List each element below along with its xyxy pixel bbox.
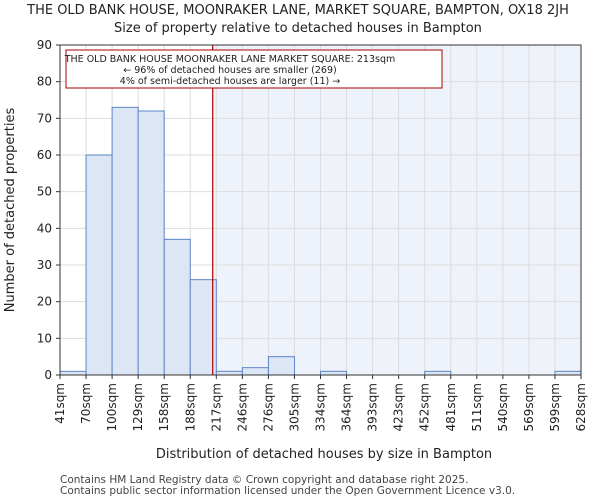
x-tick-label-10: 334sqm xyxy=(314,383,328,431)
y-tick-label-1: 10 xyxy=(37,331,52,345)
chart-subtitle: Size of property relative to detached ho… xyxy=(114,21,482,36)
bar-19 xyxy=(554,370,582,376)
bar-7 xyxy=(241,367,269,376)
x-tick-label-4: 158sqm xyxy=(157,383,171,431)
x-tick-label-13: 423sqm xyxy=(392,383,406,431)
x-tick-label-8: 276sqm xyxy=(261,383,275,431)
x-tick-label-7: 246sqm xyxy=(235,383,249,431)
y-tick-label-8: 80 xyxy=(37,75,52,89)
bar-1 xyxy=(85,154,113,376)
x-tick-label-2: 100sqm xyxy=(105,383,119,431)
x-tick-label-3: 129sqm xyxy=(131,383,145,431)
bar-4 xyxy=(163,238,191,376)
annotation-line-3: 4% of semi-detached houses are larger (1… xyxy=(120,76,340,87)
x-tick-label-18: 569sqm xyxy=(522,383,536,431)
plot-area: 0 10 20 30 40 50 60 70 80 90 41sqm 70sqm 100sqm 129sq… xyxy=(37,38,588,431)
y-tick-label-9: 90 xyxy=(37,38,52,52)
footer-line-1: Contains HM Land Registry data © Crown c… xyxy=(60,474,468,486)
x-tick-label-9: 305sqm xyxy=(287,383,301,431)
x-tick-label-1: 70sqm xyxy=(79,383,93,424)
bar-14 xyxy=(424,370,452,376)
x-axis-label: Distribution of detached houses by size … xyxy=(156,447,492,462)
y-axis-label: Number of detached properties xyxy=(3,108,18,313)
x-tick-label-15: 481sqm xyxy=(444,383,458,431)
bar-2 xyxy=(111,106,139,376)
annotation-line-2: ← 96% of detached houses are smaller (26… xyxy=(123,65,336,76)
annotation-box xyxy=(65,49,443,89)
y-tick-label-6: 60 xyxy=(37,148,52,162)
x-tick-label-16: 511sqm xyxy=(470,383,484,431)
highlight-region xyxy=(212,45,581,375)
bar-0 xyxy=(59,370,87,376)
bar-10 xyxy=(320,370,348,376)
bar-5 xyxy=(189,279,217,376)
x-tick-label-11: 364sqm xyxy=(340,383,354,431)
footer-line-2: Contains public sector information licen… xyxy=(60,485,515,497)
y-tick-label-2: 20 xyxy=(37,295,52,309)
bar-3 xyxy=(137,110,165,376)
x-tick-label-12: 393sqm xyxy=(366,383,380,431)
y-tick-label-7: 70 xyxy=(37,111,52,125)
x-tick-label-6: 217sqm xyxy=(209,383,223,431)
x-tick-label-5: 188sqm xyxy=(183,383,197,431)
y-tick-label-5: 50 xyxy=(37,185,52,199)
chart-title: THE OLD BANK HOUSE, MOONRAKER LANE, MARK… xyxy=(26,3,569,18)
y-tick-label-4: 40 xyxy=(37,221,52,235)
x-tick-label-0: 41sqm xyxy=(53,383,67,424)
bar-8 xyxy=(267,356,295,376)
x-tick-label-14: 452sqm xyxy=(418,383,432,431)
y-tick-label-3: 30 xyxy=(37,258,52,272)
x-tick-label-19: 599sqm xyxy=(548,383,562,431)
bar-6 xyxy=(215,370,243,376)
y-tick-label-0: 0 xyxy=(44,368,52,382)
x-tick-label-20: 628sqm xyxy=(574,383,588,431)
x-tick-label-17: 540sqm xyxy=(496,383,510,431)
annotation-line-1: THE OLD BANK HOUSE MOONRAKER LANE MARKET… xyxy=(64,54,396,65)
